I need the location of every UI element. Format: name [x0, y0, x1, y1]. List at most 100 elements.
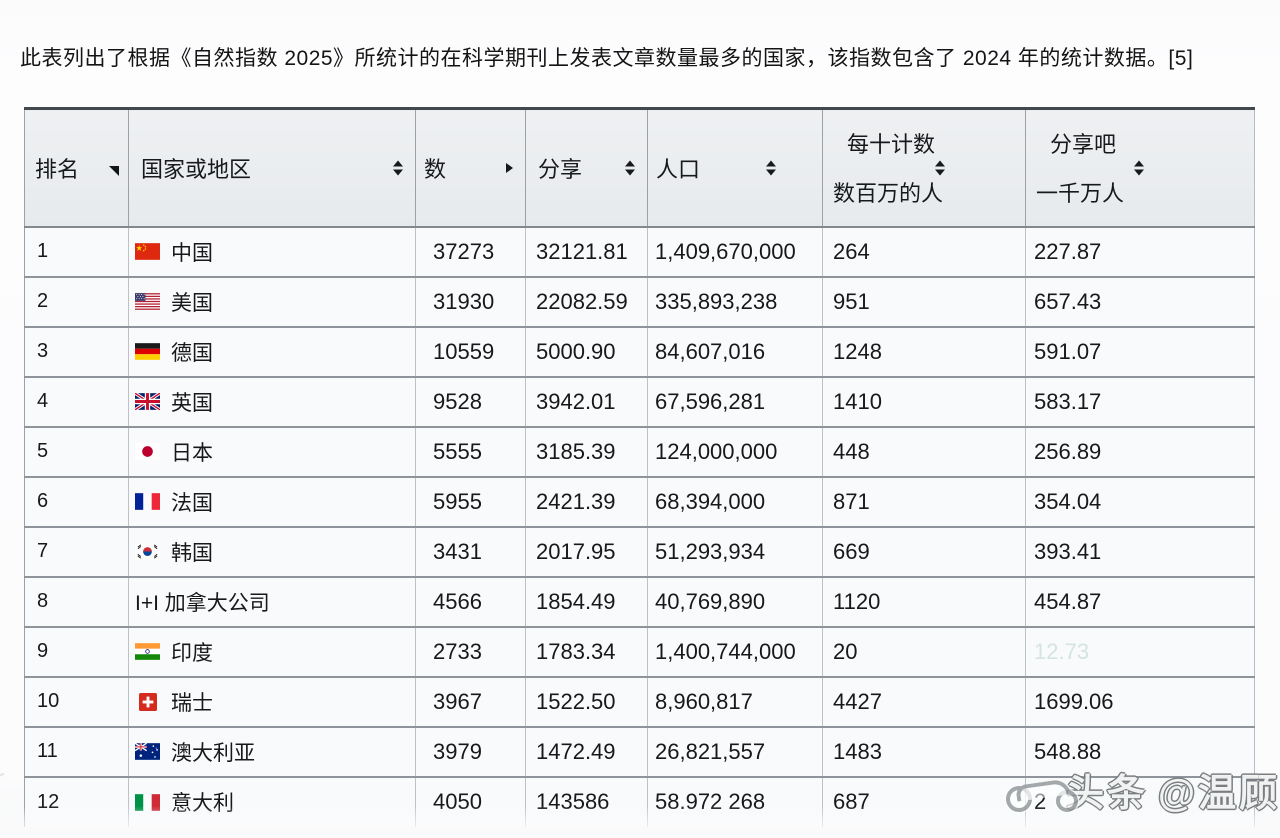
count-per-capita-cell: 871	[822, 475, 1026, 527]
population-cell: 8,960,817	[647, 675, 823, 727]
count-per-capita-value: 264	[833, 238, 870, 264]
count-per-capita-value: 1248	[833, 338, 882, 364]
share-value: 3942.01	[536, 388, 616, 414]
population-cell: 40,769,890	[647, 575, 823, 627]
flag-fr-icon	[135, 493, 160, 510]
flag-it-icon	[135, 793, 160, 811]
share-value: 22082.59	[536, 288, 628, 314]
count-value: 3967	[433, 688, 482, 714]
count-value: 4566	[433, 588, 482, 614]
flag-us-icon	[135, 293, 160, 310]
count-per-capita-cell: 4427	[822, 675, 1026, 727]
count-per-capita-cell: 20	[822, 625, 1026, 677]
population-value: 67,596,281	[655, 388, 766, 414]
country-name: I+I 加拿大公司	[135, 591, 270, 615]
country-cell: 印度	[128, 625, 416, 677]
rank-value: 9	[37, 640, 49, 662]
sort-both-icon	[1134, 160, 1144, 176]
count-value: 4050	[433, 789, 482, 814]
sort-asc-icon	[109, 165, 120, 176]
table-row: 8 I+I 加拿大公司 4566 1854.49 40,769,890 1120…	[24, 575, 1255, 627]
count-cell: 5955	[415, 475, 526, 527]
share-cell: 143586	[525, 775, 648, 827]
share-cell: 2421.39	[525, 475, 648, 527]
count-per-capita-cell: 264	[822, 226, 1026, 277]
col-label-rank: 排名	[35, 156, 80, 182]
count-value: 9528	[433, 388, 482, 414]
count-per-capita-value: 1410	[833, 388, 882, 414]
share-per-capita-cell: 393.41	[1025, 525, 1255, 577]
col-header-share-per-capita[interactable]: 分享吧 一千万人	[1025, 108, 1255, 228]
flag-gb-icon	[135, 393, 160, 410]
count-value: 31930	[433, 288, 495, 314]
count-cell: 3979	[415, 725, 526, 777]
table-row: 9 印度 2733 1783.34 1,400,744,000 20 12.73	[24, 625, 1255, 677]
count-value: 3431	[433, 538, 482, 564]
population-cell: 1,409,670,000	[647, 226, 823, 277]
rank-value: 6	[37, 490, 49, 512]
country-name: 英国	[171, 391, 213, 415]
population-value: 1,400,744,000	[655, 638, 796, 664]
rank-cell: 8	[24, 575, 129, 627]
col-header-share[interactable]: 分享	[525, 108, 648, 228]
table-row: 3 德国 10559 5000.90 84,607,016 1248 591.0…	[24, 325, 1255, 377]
flag-kr-icon	[135, 543, 160, 560]
col-label-share-per-line2: 一千万人	[1036, 181, 1125, 207]
rank-cell: 2	[24, 275, 129, 327]
share-per-capita-cell: 12.73	[1025, 625, 1255, 677]
count-per-capita-cell: 687	[822, 775, 1026, 827]
country-name: 法国	[171, 491, 213, 515]
share-value: 1783.34	[536, 638, 616, 664]
share-per-capita-cell: 454.87	[1025, 575, 1255, 627]
col-header-country[interactable]: 国家或地区	[128, 108, 416, 228]
col-header-count[interactable]: 数	[415, 108, 526, 228]
col-label-count: 数	[424, 156, 447, 182]
population-cell: 124,000,000	[647, 425, 823, 477]
share-per-capita-cell: 354.04	[1025, 475, 1255, 527]
population-cell: 335,893,238	[647, 275, 823, 327]
table-body: 1 中国 37273 32121.81 1,409,670,000 264 22…	[24, 226, 1255, 827]
rank-value: 2	[37, 290, 49, 312]
toutiao-scooter-logo-icon	[1004, 760, 1092, 818]
population-value: 1,409,670,000	[655, 238, 796, 264]
population-value: 51,293,934	[655, 538, 766, 564]
count-cell: 3431	[415, 525, 526, 577]
share-per-capita-cell: 591.07	[1025, 325, 1255, 377]
col-header-rank[interactable]: 排名	[24, 108, 129, 228]
share-cell: 1783.34	[525, 625, 648, 677]
country-name: 澳大利亚	[171, 741, 255, 765]
col-label-count-per-line1: 每十计数	[847, 132, 936, 158]
share-value: 32121.81	[536, 238, 628, 264]
population-cell: 51,293,934	[647, 525, 823, 577]
share-value: 1854.49	[536, 588, 616, 614]
watermark-handle: @温顾	[1158, 772, 1280, 815]
rank-cell: 9	[24, 625, 129, 677]
share-value: 2017.95	[536, 538, 616, 564]
country-name: 韩国	[171, 541, 213, 565]
population-value: 26,821,557	[655, 738, 766, 764]
share-cell: 1522.50	[525, 675, 648, 727]
country-name: 中国	[171, 241, 213, 265]
count-per-capita-cell: 1248	[822, 325, 1026, 377]
share-cell: 5000.90	[525, 325, 648, 377]
count-value: 10559	[433, 338, 495, 364]
flag-au-icon	[135, 743, 160, 760]
country-name: 美国	[171, 291, 213, 315]
share-cell: 3942.01	[525, 375, 648, 427]
col-header-population[interactable]: 人口	[647, 108, 823, 228]
share-cell: 2017.95	[525, 525, 648, 577]
count-value: 2733	[433, 638, 482, 664]
col-label-population: 人口	[656, 156, 701, 182]
count-cell: 31930	[415, 275, 526, 327]
country-cell: I+I 加拿大公司	[128, 575, 416, 627]
rank-cell: 1	[24, 226, 129, 277]
sort-both-icon	[766, 160, 776, 176]
col-header-count-per-capita[interactable]: 每十计数 数百万的人	[822, 108, 1026, 228]
flag-in-icon	[135, 643, 160, 660]
country-name: 瑞士	[171, 691, 213, 715]
table-caption: 此表列出了根据《自然指数 2025》所统计的在科学期刊上发表文章数量最多的国家，…	[20, 47, 1194, 70]
share-per-capita-value: 657.43	[1034, 288, 1102, 314]
share-per-capita-value: 1699.06	[1034, 688, 1114, 714]
count-cell: 10559	[415, 325, 526, 377]
share-value: 143586	[536, 789, 610, 814]
